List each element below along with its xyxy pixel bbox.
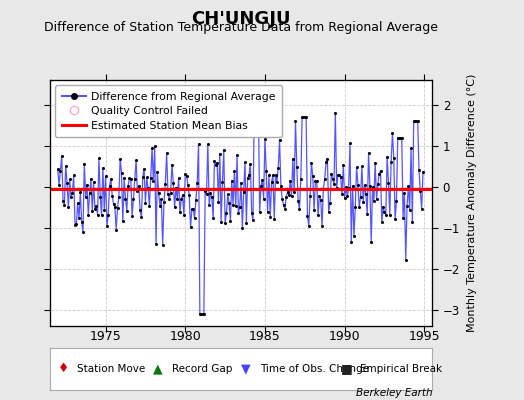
Text: ▲: ▲ xyxy=(153,362,162,376)
Text: ▼: ▼ xyxy=(241,362,250,376)
Legend: Difference from Regional Average, Quality Control Failed, Estimated Station Mean: Difference from Regional Average, Qualit… xyxy=(55,86,282,137)
Text: Record Gap: Record Gap xyxy=(172,364,233,374)
Text: Difference of Station Temperature Data from Regional Average: Difference of Station Temperature Data f… xyxy=(44,21,438,34)
Text: Berkeley Earth: Berkeley Earth xyxy=(356,388,432,398)
Text: Station Move: Station Move xyxy=(77,364,145,374)
Y-axis label: Monthly Temperature Anomaly Difference (°C): Monthly Temperature Anomaly Difference (… xyxy=(467,74,477,332)
Text: 1990: 1990 xyxy=(329,330,361,343)
Text: CH'UNGJU: CH'UNGJU xyxy=(191,10,291,28)
Text: ■: ■ xyxy=(341,362,352,376)
Text: Empirical Break: Empirical Break xyxy=(359,364,442,374)
Text: 1995: 1995 xyxy=(409,330,440,343)
Text: ♦: ♦ xyxy=(58,362,69,376)
Text: 1985: 1985 xyxy=(249,330,281,343)
Text: 1975: 1975 xyxy=(90,330,122,343)
Text: 1980: 1980 xyxy=(169,330,201,343)
Text: Time of Obs. Change: Time of Obs. Change xyxy=(260,364,369,374)
